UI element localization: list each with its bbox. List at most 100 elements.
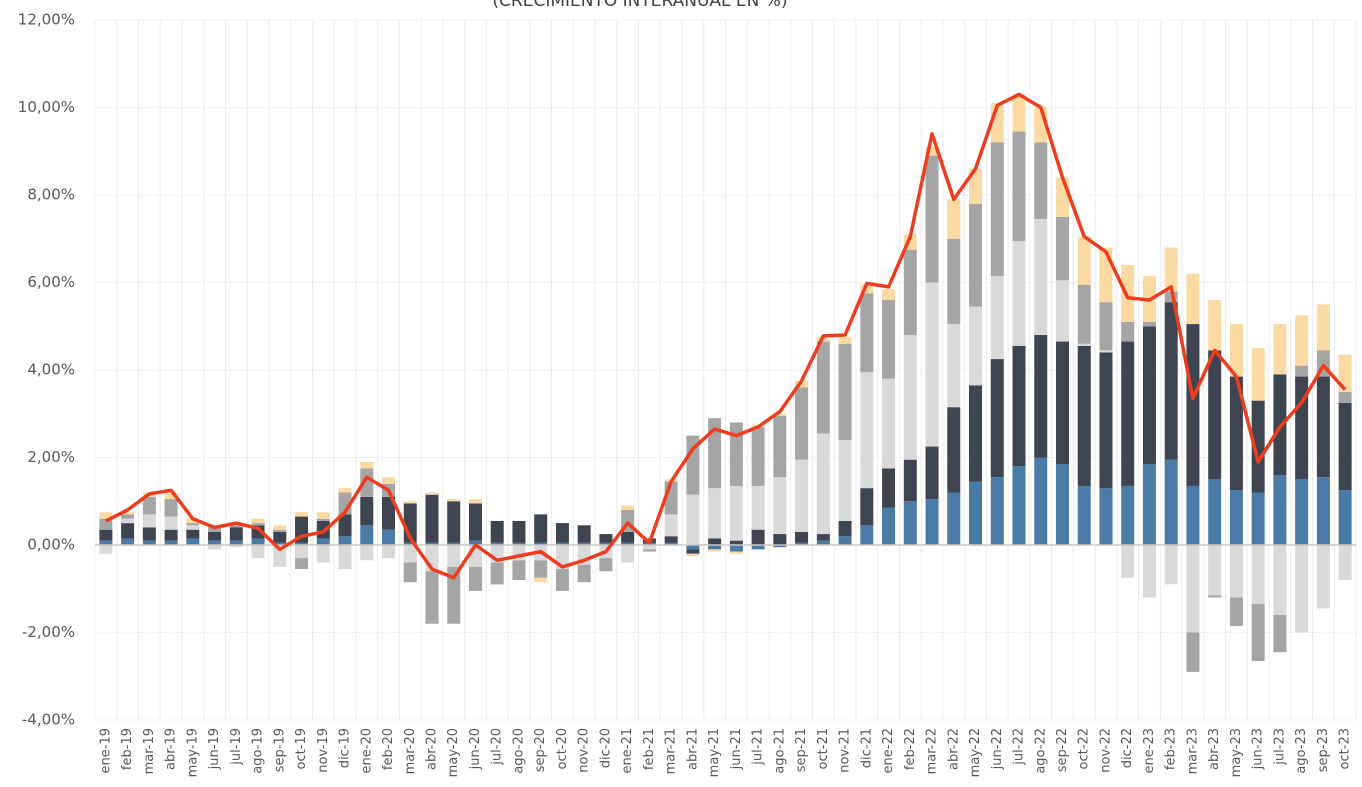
bar-segment [99,545,113,554]
x-tick-label: mar-23 [1185,728,1200,774]
bar-segment [708,549,722,552]
bar-segment [425,494,439,543]
bar-segment [186,523,200,526]
bar-segment [1121,341,1135,486]
bar-segment [273,531,287,543]
x-tick-label: nov-20 [577,728,592,773]
bar-segment [295,512,309,517]
bar-segment [729,540,743,545]
bar-segment [251,545,265,559]
bar-segment [273,525,287,530]
bar-segment [338,514,352,537]
bar-segment [1012,240,1026,346]
bar-segment [1273,324,1287,375]
bar-segment [773,534,787,545]
x-tick-label: sep-21 [794,728,809,772]
bar-segment [1099,350,1113,353]
x-tick-label: sep-23 [1316,728,1331,772]
bar-segment [316,538,330,545]
x-tick-label: ene-20 [359,728,374,773]
bar-segment [1077,343,1091,346]
bar-segment [1316,545,1330,609]
bar-segment [1338,391,1352,403]
bar-segment [599,542,613,545]
bar-segment [164,492,178,500]
bar-segment [229,545,243,548]
x-tick-label: ago-20 [511,728,526,774]
bar-segment [1077,284,1091,344]
y-tick-label: 2,00% [27,448,75,466]
bar-segment [1142,545,1156,598]
bar-segment [1164,545,1178,585]
bar-segment [621,542,635,545]
bar-segment [229,525,243,528]
bar-segment [686,545,700,550]
bar-segment [990,477,1004,545]
bar-segment [1164,291,1178,303]
bar-segment [142,514,156,528]
bar-segment [795,459,809,532]
x-tick-label: abr-23 [1207,728,1222,770]
x-tick-label: ago-23 [1294,728,1309,774]
bar-segment [360,545,374,561]
bar-segment [882,300,896,379]
bar-segment [1186,545,1200,633]
bar-segment [164,529,178,541]
bar-segment [1229,545,1243,598]
bar-segment [838,440,852,521]
bar-segment [1208,545,1222,596]
bar-segment [1121,545,1135,578]
bar-segment [251,538,265,545]
bar-segment [468,540,482,545]
bar-segment [164,499,178,517]
bar-segment [664,542,678,545]
bar-segment [186,538,200,545]
x-tick-label: may-19 [185,728,200,777]
bar-segment [577,525,591,543]
bar-segment [903,249,917,335]
bar-segment [534,577,548,583]
bar-segment [642,549,656,552]
bar-segment [1251,400,1265,493]
x-tick-label: mar-19 [142,728,157,774]
bar-segment [1208,479,1222,545]
bar-segment [903,335,917,460]
bar-segment [360,525,374,545]
bar-segment [382,545,396,559]
bar-segment [664,536,678,543]
bar-segment [860,525,874,545]
bar-segment [686,549,700,554]
bar-segment [1251,348,1265,401]
bar-segment [447,501,461,543]
bar-segment [229,527,243,541]
bar-segment [208,527,222,532]
bar-segment [1273,475,1287,545]
bar-segment [773,545,787,548]
bar-segment [512,520,526,543]
bar-segment [1055,341,1069,465]
bar-segment [208,531,222,541]
x-tick-label: jun-19 [207,728,222,770]
bar-segment [1055,464,1069,545]
bar-segment [925,146,939,156]
bar-segment [969,306,983,386]
x-tick-label: oct-20 [555,728,570,769]
bar-segment [273,542,287,545]
x-tick-label: jun-23 [1251,728,1266,770]
y-tick-label: 10,00% [18,98,75,116]
bar-segment [555,542,569,545]
bar-segment [1251,492,1265,545]
bar-segment [1208,300,1222,351]
bar-segment [969,168,983,204]
bar-segment [1186,485,1200,545]
bar-segment [1012,131,1026,241]
bar-segment [577,542,591,545]
bar-segment [295,542,309,545]
bar-segment [1208,595,1222,598]
x-tick-label: ene-21 [620,728,635,773]
bar-segment [534,542,548,545]
bar-segment [947,199,961,239]
bar-segment [990,359,1004,478]
bar-segment [1316,376,1330,478]
bar-segment [686,435,700,495]
